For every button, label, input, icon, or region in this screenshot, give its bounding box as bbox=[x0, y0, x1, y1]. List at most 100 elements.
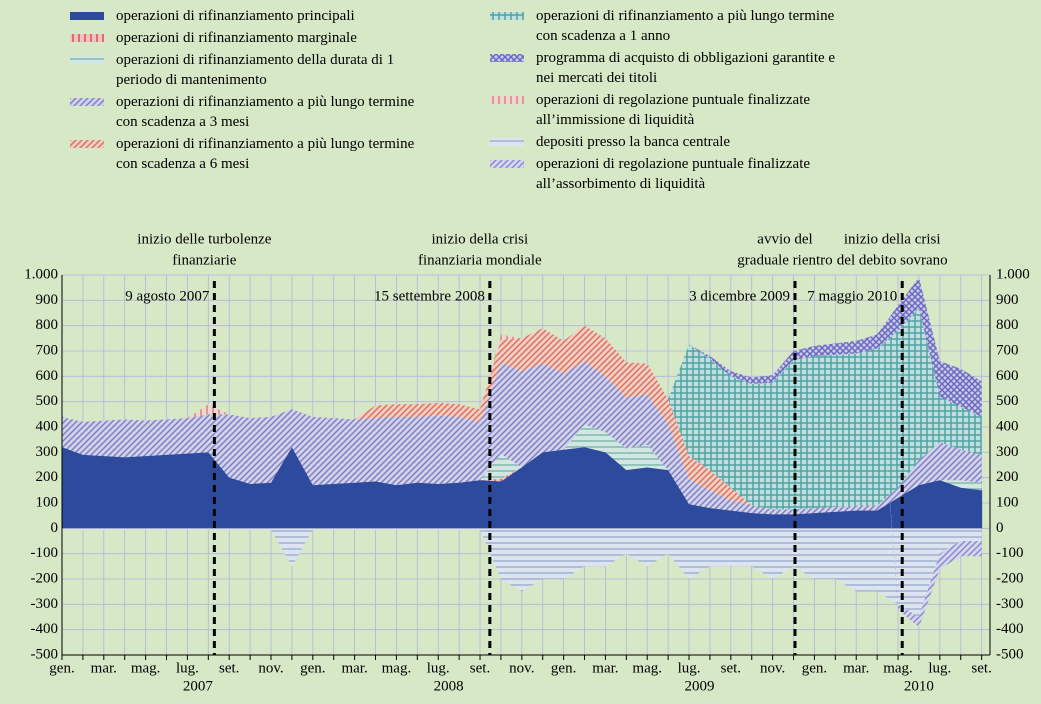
legend-item: programma di acquisto di obbligazioni ga… bbox=[490, 48, 910, 88]
x-tick-label: nov. bbox=[760, 660, 785, 676]
y2-tick-label: 600 bbox=[996, 368, 1019, 384]
y2-tick-label: 300 bbox=[996, 444, 1019, 460]
x-tick-label: lug. bbox=[176, 660, 199, 676]
y2-tick-label: -100 bbox=[996, 545, 1024, 561]
event-label: finanziarie bbox=[172, 252, 236, 268]
y2-tick-label: 200 bbox=[996, 469, 1019, 485]
x-tick-label: set. bbox=[721, 660, 741, 676]
x-tick-label: mag. bbox=[883, 660, 913, 676]
legend-item: operazioni di rifinanziamento della dura… bbox=[70, 50, 490, 90]
event-label: inizio della crisi bbox=[432, 231, 529, 247]
x-tick-label: gen. bbox=[300, 660, 325, 676]
legend-swatch bbox=[70, 98, 104, 106]
x-tick-label: lug. bbox=[928, 660, 951, 676]
x-tick-label: lug. bbox=[427, 660, 450, 676]
y-tick-label: 600 bbox=[36, 368, 59, 384]
year-label: 2010 bbox=[904, 678, 934, 694]
y2-tick-label: 900 bbox=[996, 292, 1019, 308]
y2-tick-label: 800 bbox=[996, 317, 1019, 333]
y-tick-label: 800 bbox=[36, 317, 59, 333]
legend-item: operazioni di rifinanziamento a più lung… bbox=[70, 92, 490, 132]
x-tick-label: mar. bbox=[843, 660, 869, 676]
legend-item: operazioni di regolazione puntuale final… bbox=[490, 90, 910, 130]
event-label: graduale rientro bbox=[737, 252, 832, 268]
y-tick-label: 200 bbox=[36, 469, 59, 485]
event-label: inizio delle turbolenze bbox=[137, 231, 271, 247]
year-label: 2007 bbox=[183, 678, 214, 694]
y2-tick-label: 0 bbox=[996, 520, 1004, 536]
y-tick-label: -300 bbox=[31, 596, 59, 612]
legend-label: operazioni di regolazione puntuale final… bbox=[536, 156, 811, 192]
event-date: 7 maggio 2010 bbox=[807, 288, 897, 304]
event-label: inizio della crisi bbox=[844, 231, 941, 247]
x-tick-label: mag. bbox=[382, 660, 412, 676]
area bbox=[62, 361, 982, 515]
legend-swatch bbox=[70, 56, 104, 64]
y-tick-label: 700 bbox=[36, 342, 59, 358]
legend-item: operazioni di regolazione puntuale final… bbox=[490, 154, 910, 194]
legend-label: operazioni di rifinanziamento a più lung… bbox=[116, 136, 415, 172]
legend-swatch bbox=[490, 96, 524, 104]
y-tick-label: -200 bbox=[31, 570, 59, 586]
legend-swatch bbox=[70, 12, 104, 20]
x-tick-label: set. bbox=[971, 660, 991, 676]
y-tick-label: 1.000 bbox=[24, 266, 58, 282]
y-tick-label: 900 bbox=[36, 292, 59, 308]
legend-label: programma di acquisto di obbligazioni ga… bbox=[536, 50, 836, 86]
y2-tick-label: 400 bbox=[996, 418, 1019, 434]
event-date: 15 settembre 2008 bbox=[374, 288, 485, 304]
y-tick-label: 100 bbox=[36, 494, 59, 510]
legend: operazioni di rifinanziamento principali… bbox=[70, 6, 1010, 206]
legend-item: operazioni di rifinanziamento principali bbox=[70, 6, 490, 26]
y2-tick-label: 1.000 bbox=[996, 266, 1030, 282]
legend-swatch bbox=[490, 54, 524, 62]
legend-swatch bbox=[490, 160, 524, 168]
y2-tick-label: 100 bbox=[996, 494, 1019, 510]
area bbox=[62, 325, 982, 510]
x-tick-label: nov. bbox=[258, 660, 283, 676]
y-tick-label: -400 bbox=[31, 621, 59, 637]
y-tick-label: 300 bbox=[36, 444, 59, 460]
x-tick-label: mag. bbox=[632, 660, 662, 676]
event-label: del debito sovrano bbox=[837, 252, 948, 268]
y-tick-label: -100 bbox=[31, 545, 59, 561]
legend-label: operazioni di regolazione puntuale final… bbox=[536, 92, 811, 128]
x-tick-label: lug. bbox=[678, 660, 701, 676]
legend-swatch bbox=[490, 138, 524, 146]
x-tick-label: nov. bbox=[509, 660, 534, 676]
x-tick-label: mag. bbox=[131, 660, 161, 676]
legend-label: depositi presso la banca centrale bbox=[536, 134, 731, 150]
x-tick-label: mar. bbox=[91, 660, 117, 676]
year-label: 2008 bbox=[434, 678, 464, 694]
area bbox=[62, 307, 982, 510]
legend-label: operazioni di rifinanziamento della dura… bbox=[116, 52, 395, 88]
y-tick-label: 0 bbox=[51, 520, 59, 536]
y2-tick-label: -200 bbox=[996, 570, 1024, 586]
legend-label: operazioni di rifinanziamento a più lung… bbox=[116, 94, 415, 130]
x-tick-label: gen. bbox=[49, 660, 74, 676]
event-date: 3 dicembre 2009 bbox=[689, 288, 790, 304]
year-label: 2009 bbox=[684, 678, 714, 694]
y-tick-label: -500 bbox=[31, 646, 59, 662]
legend-item: operazioni di rifinanziamento marginale bbox=[70, 28, 490, 48]
legend-label: operazioni di rifinanziamento principali bbox=[116, 8, 355, 24]
y-tick-label: 400 bbox=[36, 418, 59, 434]
legend-item: operazioni di rifinanziamento a più lung… bbox=[70, 134, 490, 174]
event-date: 9 agosto 2007 bbox=[125, 288, 210, 304]
x-tick-label: mar. bbox=[341, 660, 367, 676]
event-label: finanziaria mondiale bbox=[418, 252, 542, 268]
x-tick-label: gen. bbox=[551, 660, 576, 676]
event-label: avvio del bbox=[757, 231, 812, 247]
area bbox=[61, 446, 983, 529]
legend-swatch bbox=[70, 34, 104, 42]
legend-swatch bbox=[70, 140, 104, 148]
legend-swatch bbox=[490, 12, 524, 20]
y2-tick-label: -500 bbox=[996, 646, 1024, 662]
y2-tick-label: 700 bbox=[996, 342, 1019, 358]
x-tick-label: gen. bbox=[802, 660, 827, 676]
legend-label: operazioni di rifinanziamento marginale bbox=[116, 30, 357, 46]
y2-tick-label: -400 bbox=[996, 621, 1024, 637]
legend-item: depositi presso la banca centrale bbox=[490, 132, 910, 152]
